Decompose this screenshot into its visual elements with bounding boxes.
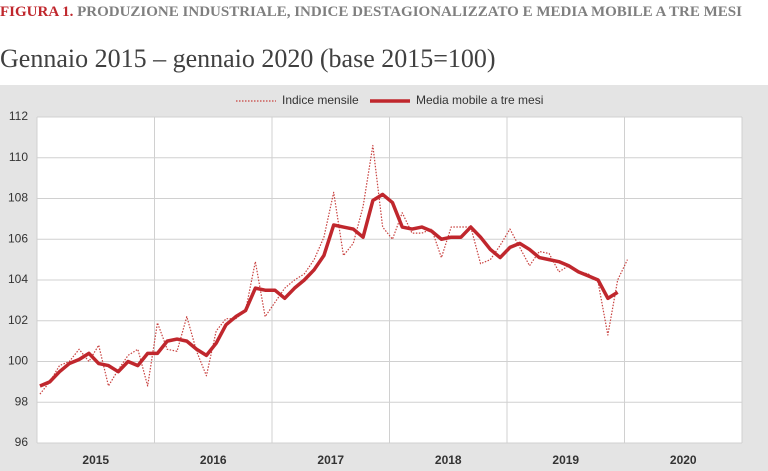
- y-tick-label: 102: [8, 313, 28, 327]
- chart-subtitle: Gennaio 2015 – gennaio 2020 (base 2015=1…: [0, 44, 496, 73]
- x-tick-label: 2020: [670, 453, 697, 467]
- x-tick-label: 2016: [200, 453, 227, 467]
- x-tick-label: 2015: [82, 453, 109, 467]
- x-tick-label: 2019: [552, 453, 579, 467]
- chart: 96 98 100 102 104 106 108 110 112 2015 2016 2017 201…: [0, 85, 768, 471]
- y-tick-label: 112: [9, 109, 28, 123]
- y-tick-label: 96: [15, 435, 29, 449]
- y-tick-label: 108: [8, 191, 28, 205]
- y-tick-label: 104: [8, 272, 28, 286]
- title-text: PRODUZIONE INDUSTRIALE, INDICE DESTAGION…: [77, 4, 742, 20]
- x-tick-label: 2017: [317, 453, 344, 467]
- y-tick-label: 100: [8, 354, 28, 368]
- chart-title: FIGURA 1. PRODUZIONE INDUSTRIALE, INDICE…: [0, 4, 760, 21]
- x-tick-label: 2018: [435, 453, 462, 467]
- y-tick-label: 110: [9, 150, 28, 164]
- legend-label: Indice mensile: [282, 93, 359, 107]
- series-line: [39, 144, 628, 395]
- y-tick-label: 98: [15, 394, 29, 408]
- figure-label: FIGURA 1.: [0, 4, 74, 20]
- y-tick-label: 106: [8, 231, 28, 245]
- legend-label: Media mobile a tre mesi: [416, 93, 543, 107]
- series-line: [39, 192, 619, 388]
